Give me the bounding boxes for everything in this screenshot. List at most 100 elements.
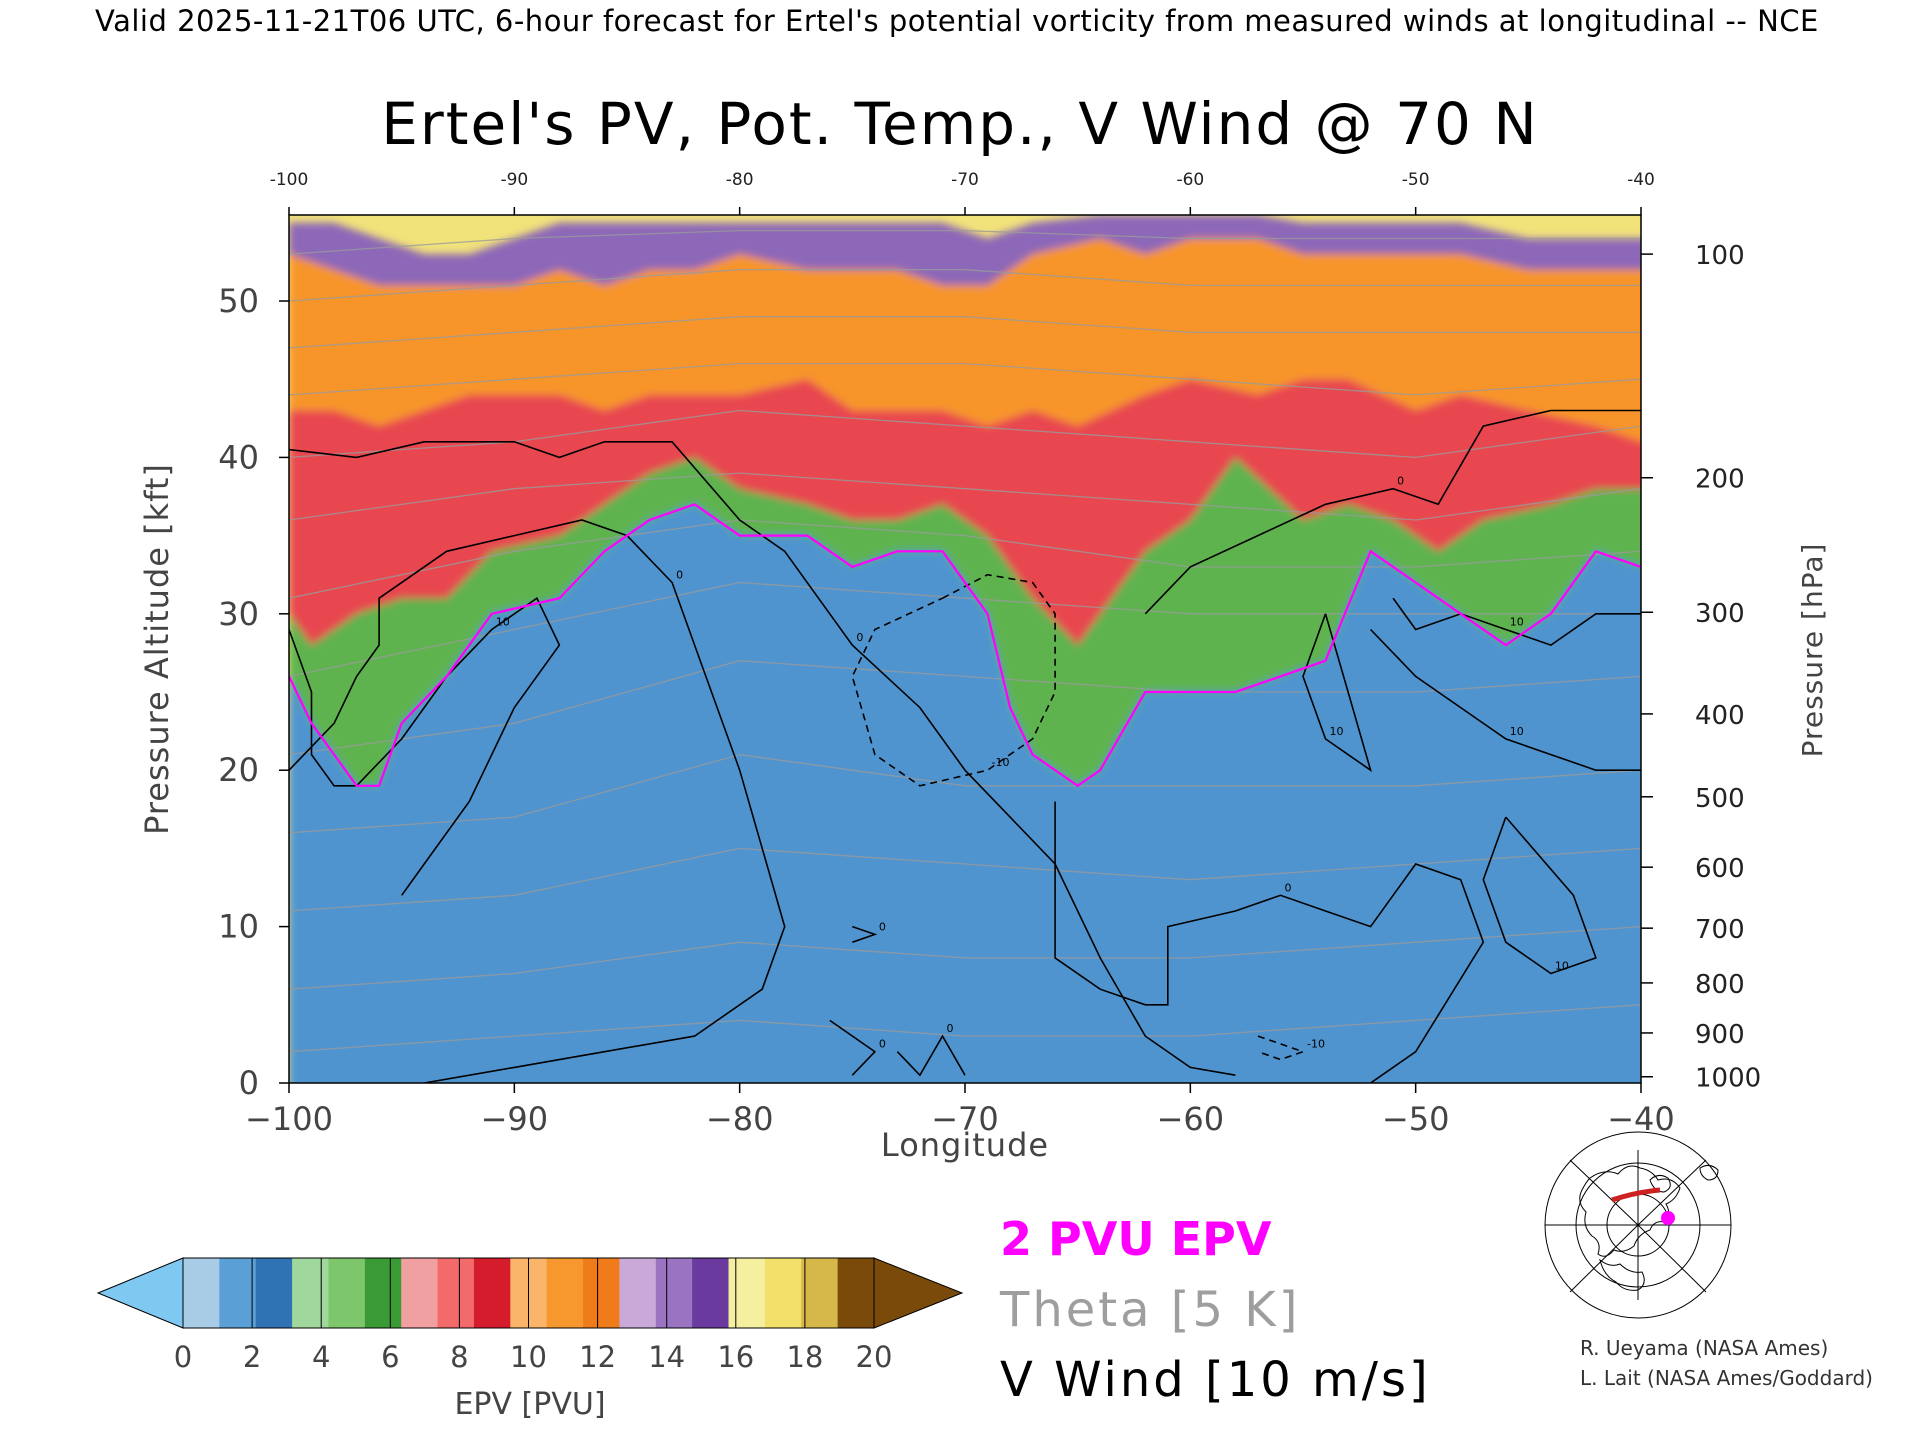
- colorbar-tick-label: 10: [510, 1340, 547, 1374]
- theta-contour-1: [289, 925, 1641, 990]
- x-tick-label: −90: [481, 1100, 549, 1138]
- colorbar-swatch: [619, 1258, 657, 1328]
- vwind-contour-13: [852, 925, 878, 943]
- colorbar-swatch: [437, 1258, 475, 1328]
- top-tick-label: -60: [1176, 170, 1204, 190]
- pressure-tick-label: 800: [1695, 970, 1745, 1000]
- x-tick-label: −70: [931, 1100, 999, 1138]
- colorbar-tick-label: 14: [648, 1340, 685, 1374]
- colorbar-tick-label: 4: [312, 1340, 330, 1374]
- y-tick-label: 30: [218, 595, 259, 633]
- top-tick-label: -70: [951, 170, 979, 190]
- x-tick-label: −80: [706, 1100, 774, 1138]
- epv-2pvu-line: [289, 503, 1641, 788]
- vwind-contour-label-13: 0: [879, 920, 886, 933]
- theta-contour-9: [289, 362, 1641, 396]
- legend-theta: Theta [5 K]: [1000, 1282, 1301, 1338]
- vwind-contour-label-3: 0: [676, 569, 683, 582]
- theta-contour-11: [289, 269, 1641, 302]
- pressure-tick-label: 700: [1695, 915, 1745, 945]
- colorbar-swatch: [183, 1258, 220, 1328]
- vwind-contour-8: [1370, 628, 1641, 771]
- colorbar-swatch: [764, 1258, 802, 1328]
- colorbar-tick-label: 18: [786, 1340, 823, 1374]
- vwind-contour-1: [1054, 801, 1485, 1083]
- legend-2pvu: 2 PVU EPV: [1000, 1212, 1272, 1266]
- legend-vwind: V Wind [10 m/s]: [1000, 1352, 1431, 1408]
- colorbar-swatch: [692, 1258, 730, 1328]
- y-tick-label: 40: [218, 438, 259, 476]
- theta-contour-3: [289, 753, 1641, 834]
- pv-bands: [289, 215, 1641, 1083]
- colorbar-swatch: [255, 1258, 293, 1328]
- theta-contour-0: [289, 1004, 1641, 1053]
- colorbar-swatch: [801, 1258, 839, 1328]
- top-tick-label: -40: [1627, 170, 1655, 190]
- colorbar-tick-label: 20: [856, 1340, 893, 1374]
- vwind-contour-label-11: 0: [879, 1038, 886, 1051]
- y-tick-label: 20: [218, 751, 259, 789]
- y-tick-label: 10: [218, 908, 259, 946]
- vwind-contour-9: [851, 573, 1056, 787]
- vwind-contour-3: [289, 519, 786, 1083]
- chart-title: Ertel's PV, Pot. Temp., V Wind @ 70 N: [381, 90, 1539, 158]
- theta-contour-4: [289, 660, 1641, 756]
- theta-contour-6: [289, 519, 1641, 599]
- pv-band-0: [289, 504, 1641, 1083]
- top-tick-label: -90: [500, 170, 528, 190]
- colorbar-tick-label: 6: [381, 1340, 399, 1374]
- x-axis-label: Longitude: [881, 1126, 1049, 1164]
- theta-contour-5: [289, 581, 1641, 678]
- top-tick-label: -80: [726, 170, 754, 190]
- vwind-contour-5: [1392, 597, 1641, 646]
- colorbar-swatch: [546, 1258, 584, 1328]
- colorbar-label: EPV [PVU]: [454, 1387, 605, 1422]
- y-tick-label: 50: [218, 282, 259, 320]
- vwind-contour-label-2: 0: [1397, 475, 1404, 488]
- colorbar-swatch: [401, 1258, 439, 1328]
- vwind-contour-6: [1302, 613, 1372, 773]
- pressure-tick-label: 1000: [1695, 1064, 1761, 1094]
- pressure-tick-label: 100: [1695, 241, 1745, 271]
- colorbar-swatch: [292, 1258, 330, 1328]
- colorbar-swatch: [655, 1258, 693, 1328]
- colorbar: 0 2 4 6 8 10 12 14 16 18 20: [96, 1257, 964, 1374]
- colorbar-swatch: [728, 1258, 766, 1328]
- x-tick-label: −60: [1157, 1100, 1225, 1138]
- vwind-contour-label-10: -10: [1307, 1038, 1325, 1051]
- vwind-contour-7: [1482, 816, 1597, 975]
- pv-band-group: [289, 215, 1641, 1083]
- top-tick-label: -100: [270, 170, 309, 190]
- axes: −100-100−90-90−80-80−70-70−60-60−50-50−4…: [218, 170, 1761, 1138]
- vwind-contour-label-9: -10: [992, 756, 1010, 769]
- pressure-tick-label: 300: [1695, 599, 1745, 629]
- vwind-contour-10: [1257, 1035, 1306, 1061]
- theta-contour-7: [289, 472, 1641, 521]
- theta-contour-12: [289, 229, 1641, 255]
- vwind-contour-label-0: 0: [856, 631, 863, 644]
- colorbar-tick-label: 16: [717, 1340, 754, 1374]
- y-axis-label: Pressure Altitude [kft]: [138, 463, 176, 835]
- valid-time-caption: Valid 2025-11-21T06 UTC, 6-hour forecast…: [95, 4, 1819, 38]
- credit-line-1: R. Ueyama (NASA Ames): [1580, 1336, 1829, 1360]
- colorbar-under-arrow: [96, 1257, 184, 1329]
- pressure-tick-label: 400: [1695, 701, 1745, 731]
- vwind-contour-4: [289, 597, 561, 896]
- colorbar-swatch: [473, 1258, 511, 1328]
- vwind-contour-label-5: 10: [1510, 615, 1524, 628]
- pressure-tick-label: 600: [1695, 854, 1745, 884]
- pressure-tick-label: 900: [1695, 1020, 1745, 1050]
- colorbar-swatch: [837, 1258, 875, 1328]
- vwind-contour-label-6: 10: [1330, 725, 1344, 738]
- vwind-contour-0: [289, 441, 1236, 1076]
- vwind-contour-2: [1144, 409, 1641, 615]
- colorbar-swatch: [583, 1258, 621, 1328]
- epv-2pvu-contour: [289, 503, 1641, 788]
- vwind-contour-label-8: 10: [1510, 725, 1524, 738]
- y2-axis-label: Pressure [hPa]: [1796, 543, 1829, 758]
- y-tick-label: 0: [239, 1064, 259, 1102]
- colorbar-over-arrow: [873, 1257, 964, 1329]
- theta-contours: [289, 229, 1641, 1053]
